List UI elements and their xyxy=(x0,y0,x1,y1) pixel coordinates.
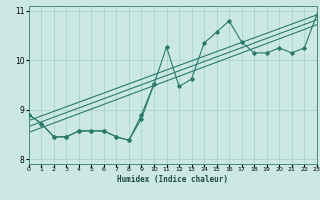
X-axis label: Humidex (Indice chaleur): Humidex (Indice chaleur) xyxy=(117,175,228,184)
